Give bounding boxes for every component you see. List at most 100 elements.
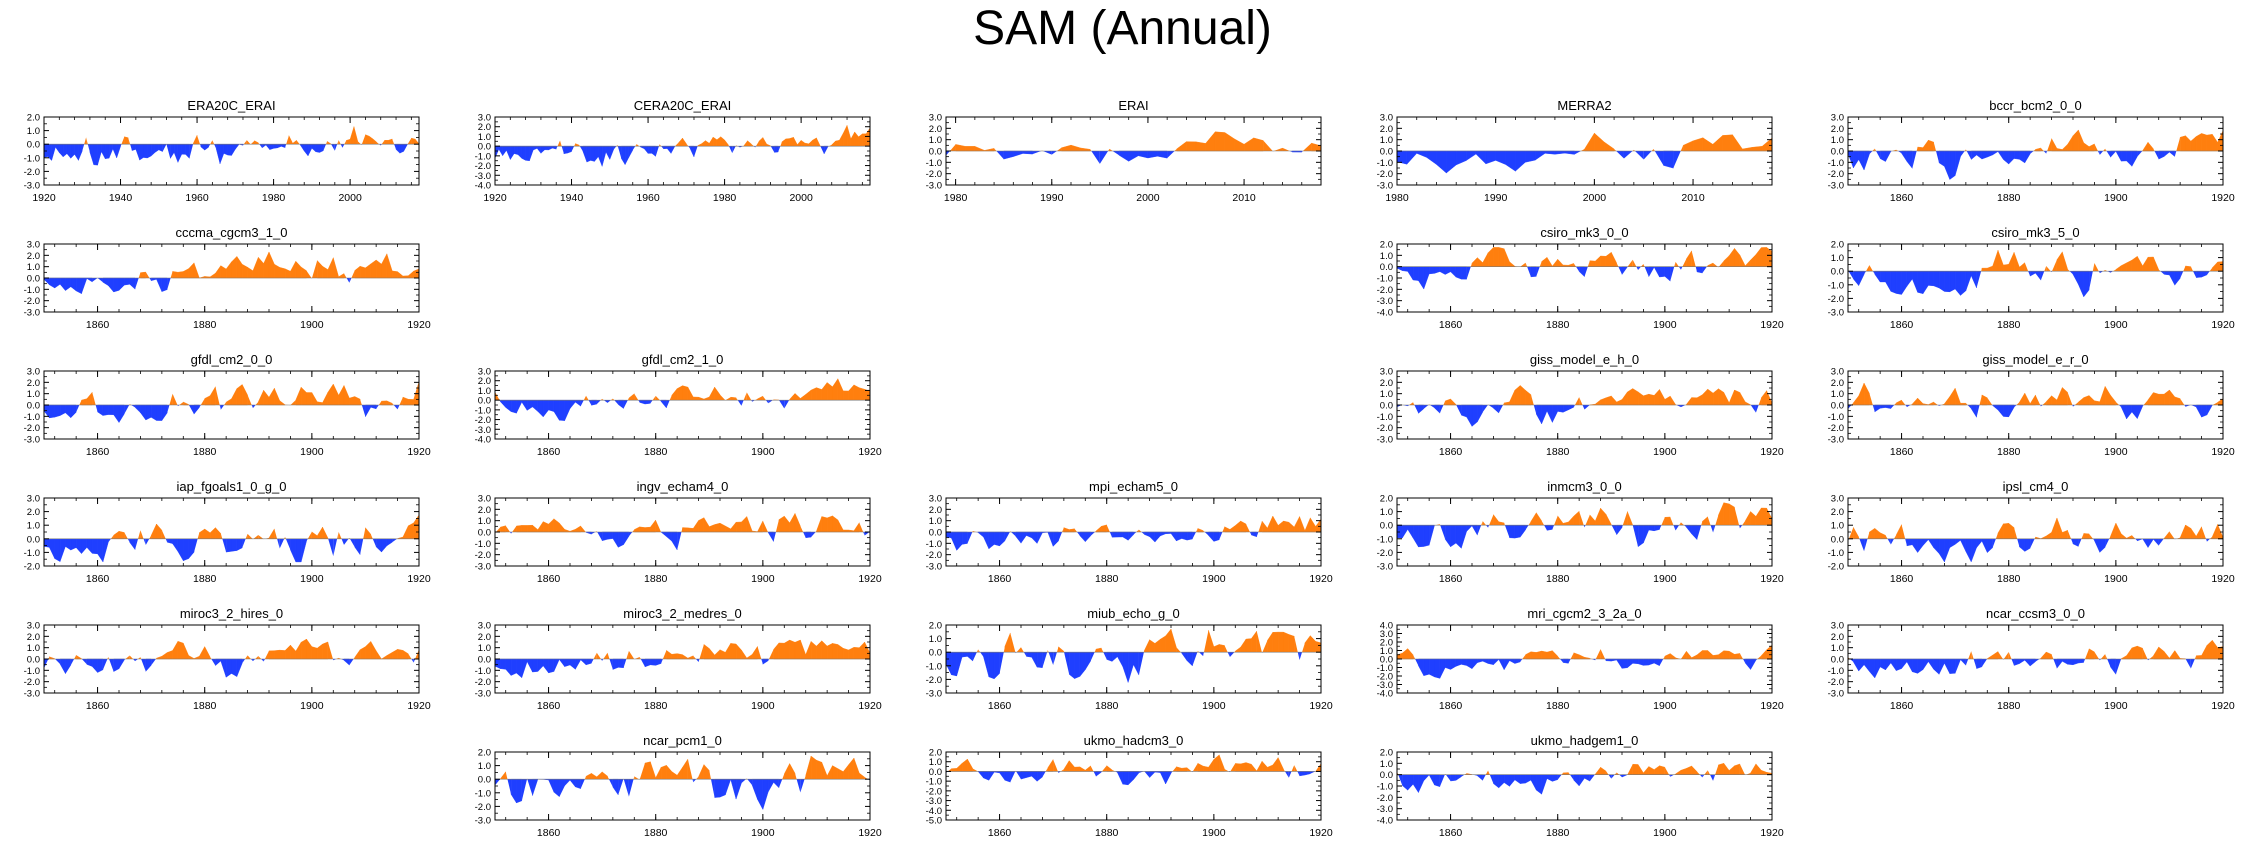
negative-area [1536, 266, 1540, 277]
plot-frame [494, 116, 871, 186]
positive-area [1514, 385, 1521, 406]
panel-title: giss_model_e_r_0 [1982, 352, 2088, 367]
positive-area [1971, 651, 1974, 659]
negative-area [1917, 658, 1924, 674]
positive-area [725, 397, 731, 401]
negative-area [628, 779, 634, 797]
y-tick-label: -3.0 [475, 562, 491, 573]
x-tick-label: 1900 [1653, 319, 1677, 331]
y-tick-label: -3.0 [926, 689, 942, 700]
negative-area [521, 399, 528, 412]
positive-area [1858, 382, 1865, 406]
positive-area [247, 266, 254, 279]
positive-area [1728, 503, 1735, 526]
negative-area [311, 143, 316, 153]
positive-area [1605, 395, 1612, 406]
positive-area [2206, 134, 2213, 152]
positive-area [705, 140, 710, 147]
positive-area [848, 529, 855, 533]
negative-area [1944, 658, 1950, 674]
negative-area [711, 779, 715, 798]
negative-area [1079, 652, 1086, 677]
y-tick-label: -1.0 [24, 153, 40, 164]
positive-area [1525, 651, 1532, 660]
negative-area [659, 400, 662, 402]
positive-area [1979, 394, 1982, 405]
negative-area [86, 277, 93, 283]
y-tick-label: -1.0 [24, 548, 40, 559]
positive-area [1245, 638, 1252, 653]
positive-area [317, 259, 323, 279]
negative-area [49, 404, 55, 419]
positive-area [327, 383, 334, 406]
negative-area [956, 652, 963, 677]
positive-area [797, 139, 802, 147]
negative-area [1016, 771, 1021, 780]
negative-area [548, 145, 553, 151]
positive-area [1848, 527, 1854, 539]
negative-area [532, 658, 539, 673]
y-tick-label: -1.0 [1828, 412, 1844, 423]
y-tick-label: 1.0 [1380, 251, 1393, 262]
negative-area [1439, 266, 1446, 275]
negative-area [1917, 538, 1924, 554]
negative-area [70, 659, 75, 666]
y-tick-label: -3.0 [475, 171, 491, 182]
negative-area [1987, 538, 1993, 554]
negative-area [2115, 659, 2122, 675]
negative-area [1181, 531, 1188, 541]
negative-area [1709, 774, 1714, 781]
negative-area [151, 659, 156, 666]
positive-area [1021, 647, 1024, 653]
positive-area [1262, 640, 1268, 653]
positive-area [650, 761, 656, 780]
y-tick-label: -2.0 [24, 677, 40, 688]
negative-area [2121, 404, 2127, 419]
negative-area [2056, 658, 2063, 669]
negative-area [70, 143, 75, 159]
positive-area [778, 515, 785, 533]
panel-title: ipsl_cm4_0 [2003, 479, 2069, 494]
positive-area [1568, 263, 1574, 267]
negative-area [295, 538, 302, 563]
negative-area [1992, 150, 1999, 156]
negative-area [1858, 658, 1865, 672]
positive-area [2100, 654, 2106, 659]
positive-area [810, 387, 817, 401]
positive-area [408, 398, 414, 406]
negative-area [2011, 659, 2015, 666]
positive-area [1573, 652, 1580, 660]
positive-area [1443, 400, 1446, 405]
positive-area [372, 138, 378, 145]
y-tick-label: 2.0 [929, 124, 942, 135]
y-tick-label: 0.0 [1831, 534, 1844, 545]
positive-area [370, 534, 373, 539]
negative-area [755, 146, 756, 148]
y-tick-label: 1.0 [27, 643, 40, 654]
negative-area [1541, 774, 1548, 795]
negative-area [349, 538, 355, 548]
x-tick-label: 1980 [713, 192, 737, 204]
negative-area [1960, 151, 1965, 157]
positive-area [1074, 528, 1078, 532]
x-tick-label: 1920 [407, 573, 431, 585]
negative-area [1042, 652, 1048, 668]
positive-area [709, 136, 714, 147]
positive-area [2094, 400, 2100, 406]
positive-area [716, 136, 721, 147]
negative-area [1684, 525, 1687, 528]
y-tick-label: -2.0 [926, 675, 942, 686]
negative-area [231, 658, 238, 677]
negative-area [526, 658, 533, 673]
positive-area [781, 138, 787, 147]
positive-area [295, 641, 302, 660]
negative-area [1906, 405, 1911, 407]
positive-area [800, 639, 806, 660]
positive-area [2110, 522, 2117, 539]
positive-area [634, 393, 639, 401]
positive-area [1541, 520, 1545, 526]
positive-area [532, 524, 539, 533]
negative-area [2126, 150, 2133, 167]
positive-area [1085, 765, 1091, 772]
negative-area [1423, 405, 1429, 409]
